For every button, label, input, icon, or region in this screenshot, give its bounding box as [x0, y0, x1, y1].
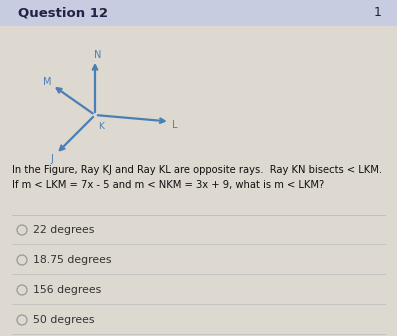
Text: J: J: [51, 154, 54, 164]
Text: 50 degrees: 50 degrees: [33, 315, 94, 325]
Text: L: L: [172, 120, 177, 130]
Text: N: N: [94, 50, 102, 60]
Text: 22 degrees: 22 degrees: [33, 225, 94, 235]
FancyBboxPatch shape: [0, 0, 397, 26]
Text: K: K: [98, 122, 104, 131]
Text: In the Figure, Ray KJ and Ray KL are opposite rays.  Ray KN bisects < LKM.: In the Figure, Ray KJ and Ray KL are opp…: [12, 165, 382, 175]
Text: 18.75 degrees: 18.75 degrees: [33, 255, 112, 265]
Text: Question 12: Question 12: [18, 6, 108, 19]
Text: 156 degrees: 156 degrees: [33, 285, 101, 295]
Text: 1: 1: [374, 6, 382, 19]
Text: M: M: [43, 77, 52, 87]
Text: If m < LKM = 7x - 5 and m < NKM = 3x + 9, what is m < LKM?: If m < LKM = 7x - 5 and m < NKM = 3x + 9…: [12, 180, 324, 190]
